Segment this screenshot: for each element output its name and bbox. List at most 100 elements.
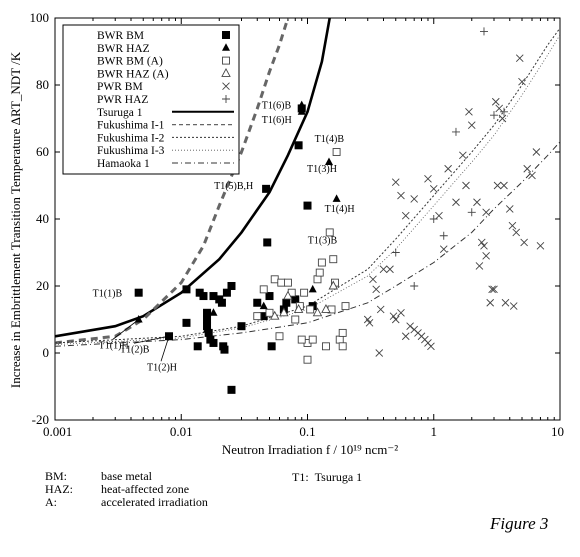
x-tick-label: 1 xyxy=(431,424,438,439)
point-pwr-bm xyxy=(397,191,405,200)
point-pwr-bm xyxy=(495,104,504,113)
point-bwr-bm xyxy=(294,141,303,150)
point-pwr-bm xyxy=(465,107,473,116)
point-pwr-bm xyxy=(401,332,410,341)
point-bwr-bm xyxy=(209,292,218,301)
point-pwr-bm xyxy=(490,285,498,294)
annotation-label: T1(4)B xyxy=(315,134,345,145)
point-bwr-bm-a- xyxy=(325,228,334,237)
x-tick-label: 0.1 xyxy=(299,424,315,439)
y-axis-label: Increase in Embrittlement Transition Tem… xyxy=(8,51,23,388)
point-bwr-bm-a- xyxy=(253,312,262,321)
x-tick-label: 0.01 xyxy=(170,424,193,439)
point-bwr-bm xyxy=(217,298,226,307)
point-pwr-haz xyxy=(439,231,448,240)
point-pwr-bm xyxy=(509,302,518,310)
x-axis-label: Neutron Irradiation f / 10¹⁹ ncm⁻² xyxy=(222,442,398,457)
point-pwr-bm xyxy=(375,349,384,357)
point-bwr-bm-a- xyxy=(291,315,300,324)
curve-fukushima-i-1 xyxy=(55,18,290,345)
point-pwr-haz xyxy=(451,127,460,136)
point-pwr-bm xyxy=(480,241,488,250)
point-pwr-bm xyxy=(523,164,532,173)
point-bwr-bm-a- xyxy=(332,148,341,156)
point-pwr-bm xyxy=(444,164,452,173)
point-pwr-bm xyxy=(369,275,377,284)
point-bwr-haz-a- xyxy=(321,303,331,313)
y-tick-label: 60 xyxy=(36,144,49,159)
point-bwr-bm-a- xyxy=(335,335,344,344)
annotation-label: T1(3)H xyxy=(307,164,337,175)
point-pwr-bm xyxy=(459,151,467,160)
point-bwr-bm xyxy=(209,338,218,347)
point-pwr-bm xyxy=(462,181,470,190)
point-bwr-bm-a- xyxy=(277,278,286,287)
legend-label: BWR BM xyxy=(97,30,144,42)
point-pwr-bm xyxy=(488,285,496,294)
point-bwr-haz-a- xyxy=(269,310,280,320)
point-bwr-haz xyxy=(209,308,218,316)
point-pwr-bm xyxy=(386,265,394,274)
point-pwr-bm xyxy=(512,228,521,237)
point-pwr-bm xyxy=(482,252,490,260)
annotation-label: T1(1)B xyxy=(93,289,123,300)
abbr-value: base metal xyxy=(101,469,152,483)
point-pwr-bm xyxy=(536,241,545,250)
point-bwr-bm-a- xyxy=(300,288,309,297)
point-bwr-bm-a- xyxy=(329,255,338,264)
point-pwr-bm xyxy=(427,342,435,351)
point-pwr-bm xyxy=(520,238,528,247)
point-bwr-bm-a- xyxy=(341,302,350,311)
t1-note: T1: Tsuruga 1 xyxy=(292,470,362,485)
point-pwr-haz xyxy=(391,248,400,257)
y-tick-label: -20 xyxy=(32,412,49,427)
point-pwr-bm xyxy=(397,308,405,317)
point-pwr-bm xyxy=(391,178,400,186)
annotation-leader xyxy=(133,335,170,344)
point-pwr-bm xyxy=(482,208,490,217)
annotation-leader xyxy=(160,336,170,362)
point-bwr-bm xyxy=(237,322,246,331)
t1-key: T1: xyxy=(292,470,309,484)
point-bwr-bm-a- xyxy=(315,268,324,277)
point-pwr-bm xyxy=(452,198,460,207)
abbr-value: heat-affected zone xyxy=(101,482,190,496)
point-bwr-haz xyxy=(297,107,306,115)
legend-box xyxy=(62,24,240,175)
point-bwr-bm xyxy=(203,308,212,317)
point-pwr-bm xyxy=(389,312,398,320)
fitted-curves xyxy=(55,18,560,347)
abbr-a: A: accelerated irradiation xyxy=(45,496,208,509)
legend-label: Tsuruga 1 xyxy=(97,107,143,119)
point-bwr-bm xyxy=(182,285,191,294)
point-bwr-bm-a- xyxy=(283,278,292,287)
point-pwr-bm xyxy=(467,121,476,130)
point-pwr-bm xyxy=(410,195,419,203)
annotation-label: T1(2)B xyxy=(120,344,150,355)
point-pwr-haz xyxy=(479,27,488,36)
point-bwr-bm-a- xyxy=(338,342,347,351)
point-bwr-bm xyxy=(265,292,274,301)
point-pwr-bm xyxy=(391,315,400,324)
point-bwr-bm xyxy=(291,295,300,304)
point-bwr-bm xyxy=(282,298,291,307)
point-bwr-bm-a- xyxy=(321,342,330,351)
t1-value: Tsuruga 1 xyxy=(314,470,363,484)
point-pwr-bm xyxy=(475,262,484,270)
point-bwr-bm-a- xyxy=(303,355,312,364)
point-bwr-bm xyxy=(134,288,143,297)
abbreviation-list: BM: base metal HAZ: heat-affected zone A: a… xyxy=(45,470,208,509)
annotation-label: T1(6)H xyxy=(262,115,292,126)
point-bwr-bm-a- xyxy=(317,258,326,267)
legend-marker xyxy=(222,56,230,65)
point-pwr-bm xyxy=(379,265,388,274)
point-pwr-bm xyxy=(477,238,486,247)
annotation-label: T1(4)H xyxy=(325,204,355,215)
annotation-label: T1(3)B xyxy=(308,235,338,246)
point-bwr-haz-a- xyxy=(328,280,339,290)
point-bwr-bm xyxy=(227,385,236,394)
point-pwr-bm xyxy=(518,77,526,86)
annotation-label: T1(6)B xyxy=(262,100,292,111)
point-pwr-bm xyxy=(532,148,541,156)
